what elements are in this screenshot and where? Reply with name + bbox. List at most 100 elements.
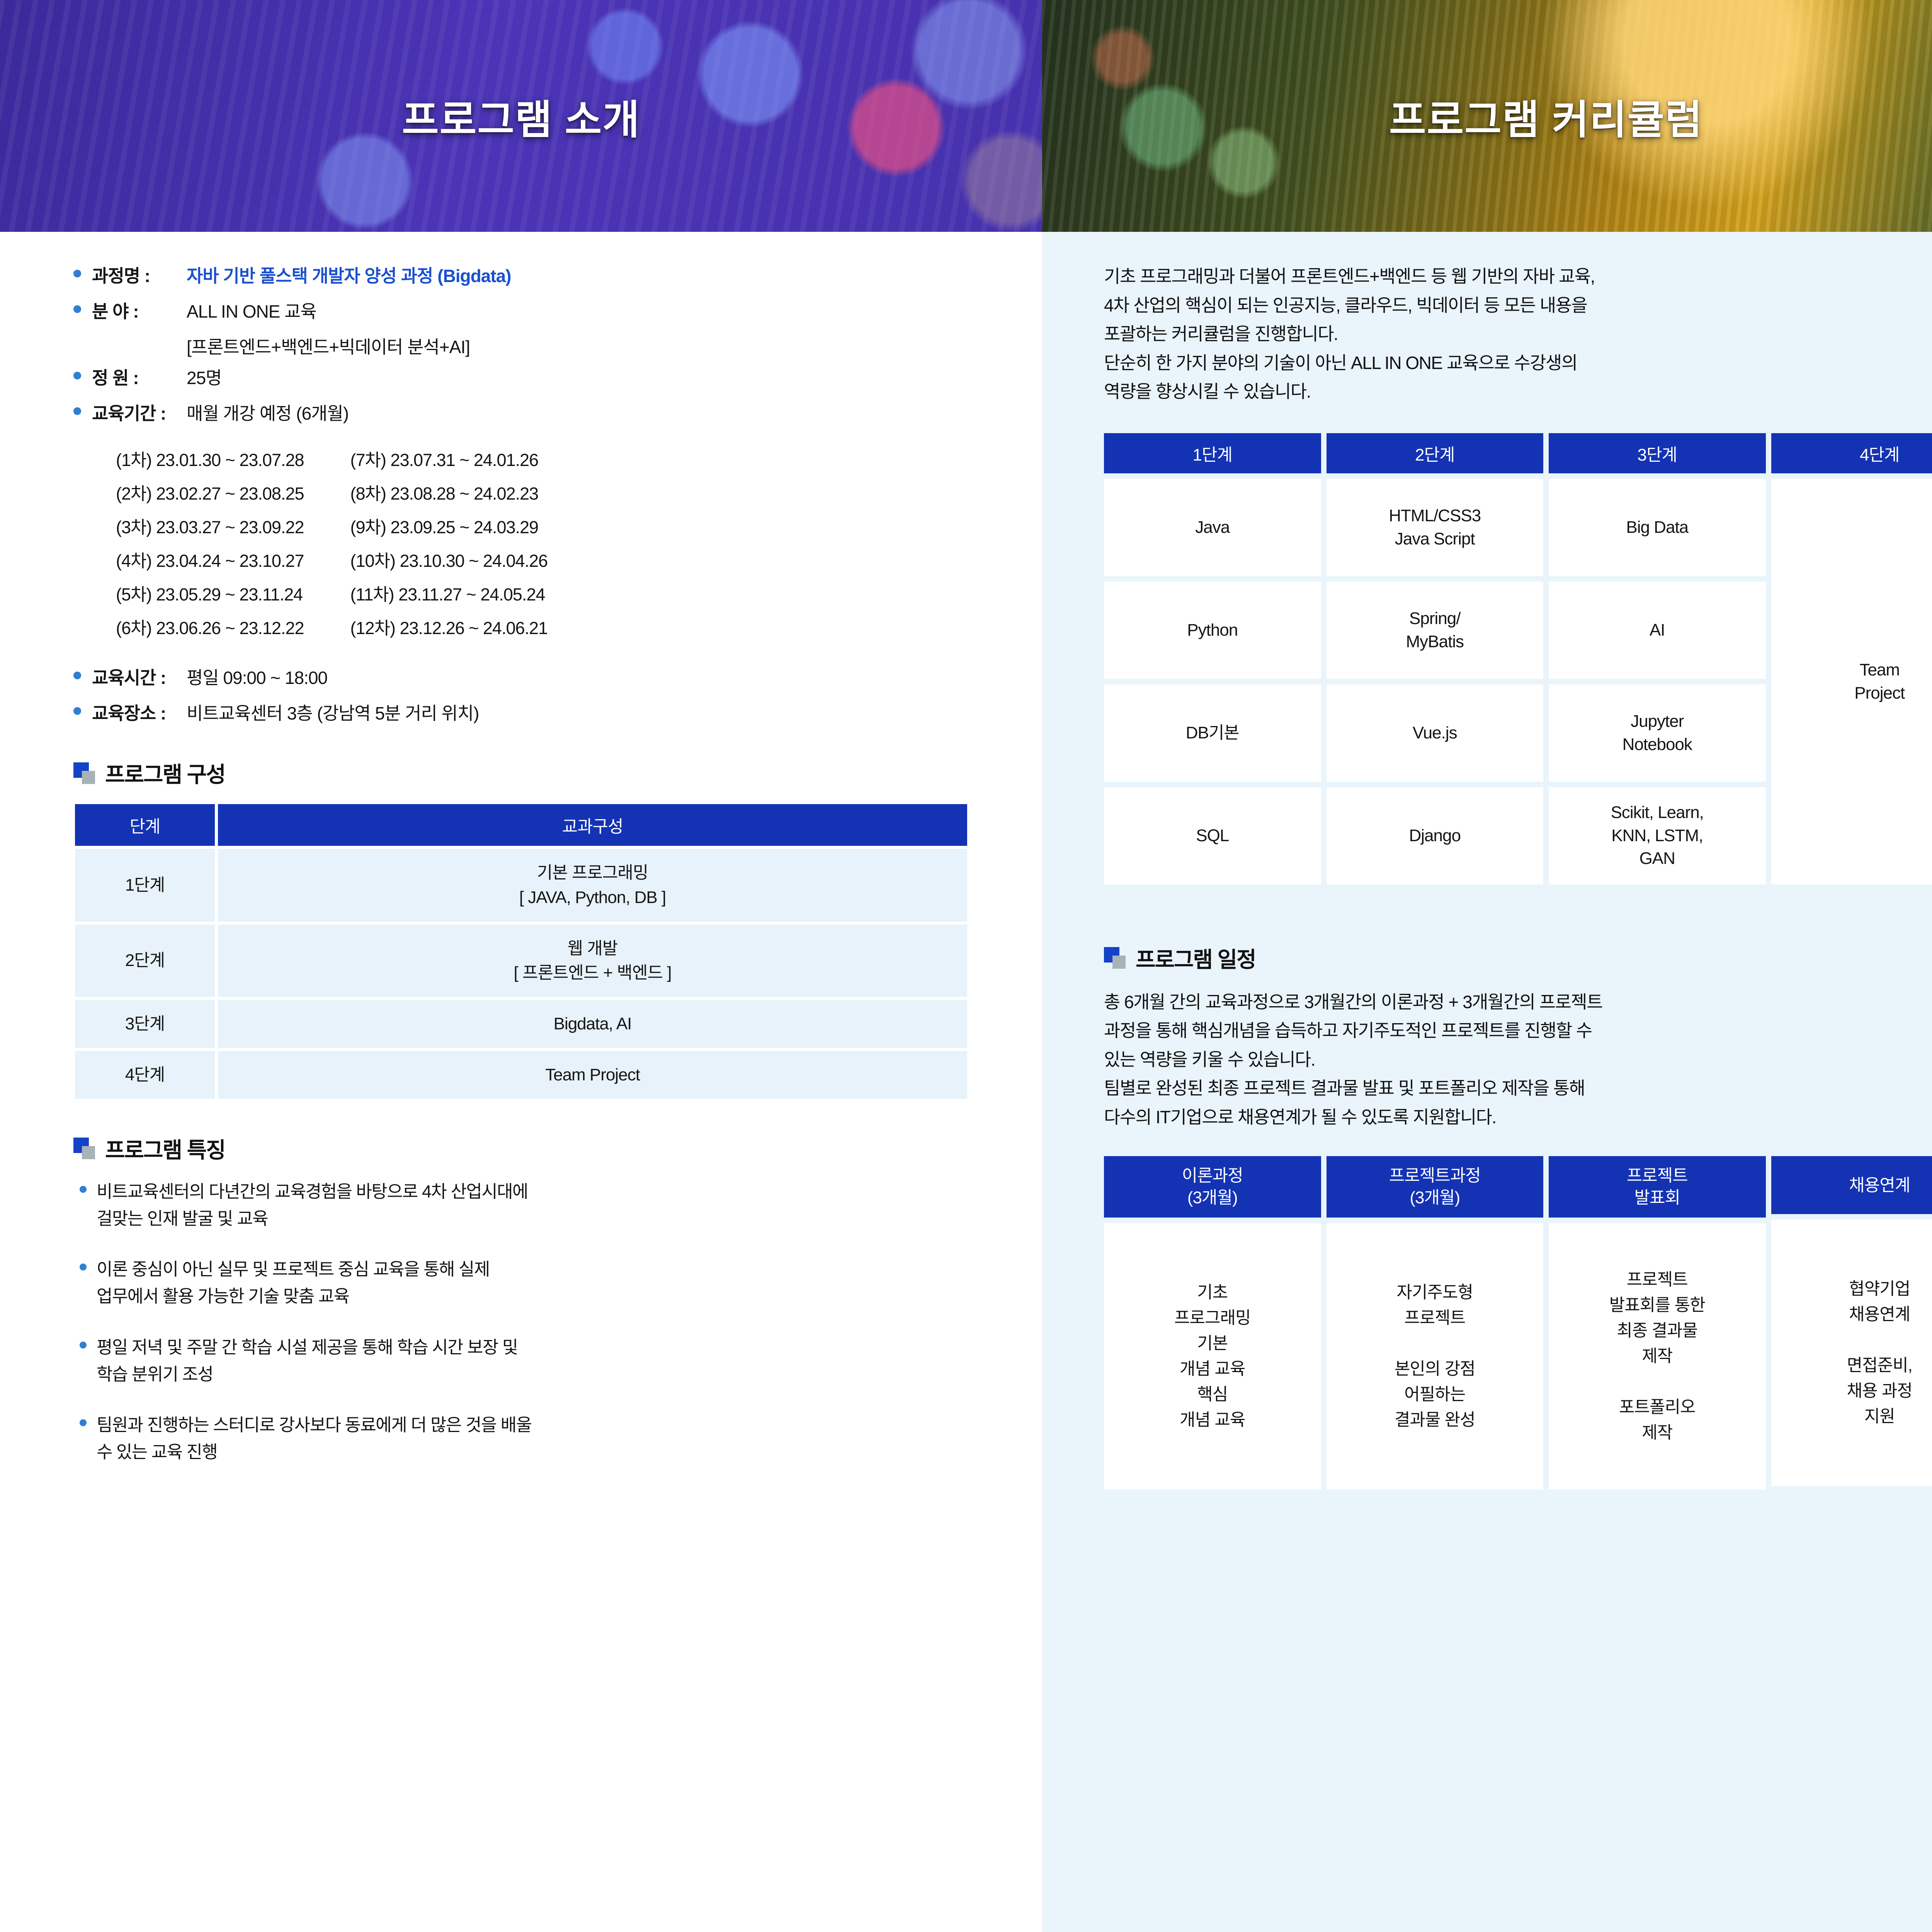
list-item: 팀원과 진행하는 스터디로 강사보다 동료에게 더 많은 것을 배울 수 있는 … — [73, 1412, 969, 1466]
cell-subject: Django — [1326, 787, 1543, 884]
term-item: (1차) 23.01.30 ~ 23.07.28 — [116, 450, 304, 470]
bullet-dot-icon — [73, 305, 81, 313]
banner-title-left: 프로그램 소개 — [402, 97, 640, 143]
spec-label: 교육기간 : — [92, 403, 166, 423]
section-title: 프로그램 구성 — [105, 762, 226, 787]
feature-text: 이론 중심이 아닌 실무 및 프로젝트 중심 교육을 통해 실제 업무에서 활용… — [97, 1259, 490, 1306]
cell-subject: SQL — [1104, 787, 1321, 884]
cell-stage: 1단계 — [73, 847, 216, 923]
column-header-content: 교과구성 — [216, 803, 969, 847]
spec-value-duration: 매월 개강 예정 (6개월) — [187, 403, 349, 423]
term-item: (9차) 23.09.25 ~ 24.03.29 — [350, 517, 539, 537]
feature-text: 비트교육센터의 다년간의 교육경험을 바탕으로 4차 산업시대에 걸맞는 인재 … — [97, 1181, 528, 1228]
column-program-intro: 프로그램 소개 과정명 : 자바 기반 풀스택 개발자 양성 과정 (Bigda… — [0, 0, 1042, 1466]
table-header-row: 단계 교과구성 — [73, 803, 969, 847]
cell-content: Bigdata, AI — [216, 998, 969, 1049]
table-curriculum: 1단계 Java Python DB기본 SQL 2단계 HTML/CSS3 J… — [1104, 433, 1932, 884]
spec-label: 분 야 : — [92, 301, 139, 321]
section-heading-features: 프로그램 특징 — [73, 1133, 969, 1164]
term-item: (11차) 23.11.27 ~ 24.05.24 — [350, 585, 546, 604]
cell-subject: DB기본 — [1104, 684, 1321, 782]
term-item: (2차) 23.02.27 ~ 23.08.25 — [116, 484, 304, 503]
square-marker-icon — [73, 762, 95, 784]
cell-stage: 3단계 — [73, 998, 216, 1049]
spec-row: 정 원 : 25명 — [73, 364, 969, 389]
spec-value-field-detail: [프론트엔드+백엔드+빅데이터 분석+AI] — [187, 337, 470, 357]
cell-theory-content: 기초 프로그래밍 기본 개념 교육 핵심 개념 교육 — [1104, 1223, 1321, 1490]
bullet-dot-icon — [73, 672, 81, 679]
schedule-column: 채용연계 협약기업 채용연계 면접준비, 채용 과정 지원 — [1771, 1156, 1932, 1489]
feature-text: 팀원과 진행하는 스터디로 강사보다 동료에게 더 많은 것을 배울 수 있는 … — [97, 1415, 532, 1462]
bullet-dot-icon — [73, 270, 81, 277]
cell-subject: Big Data — [1549, 478, 1766, 576]
spec-label: 교육장소 : — [92, 703, 166, 723]
section-heading-schedule: 프로그램 일정 — [1104, 942, 1932, 974]
spec-row: 과정명 : 자바 기반 풀스택 개발자 양성 과정 (Bigdata) — [73, 262, 969, 287]
column-header-presentation: 프로젝트 발표회 — [1549, 1156, 1766, 1218]
spec-row: 교육장소 : 비트교육센터 3층 (강남역 5분 거리 위치) — [73, 699, 969, 725]
table-row: 1단계 기본 프로그래밍 [ JAVA, Python, DB ] — [73, 847, 969, 923]
bullet-dot-icon — [80, 1341, 87, 1349]
term-item: (10차) 23.10.30 ~ 24.04.26 — [350, 551, 548, 571]
section-title: 프로그램 일정 — [1136, 947, 1257, 972]
banner-curriculum: 프로그램 커리큘럼 — [1042, 0, 1932, 232]
column-curriculum: 프로그램 커리큘럼 기초 프로그래밍과 더불어 프론트엔드+백엔드 등 웹 기반… — [1042, 0, 1932, 1932]
spec-value-capacity: 25명 — [187, 368, 222, 388]
term-item: (12차) 23.12.26 ~ 24.06.21 — [350, 618, 548, 638]
term-item: (5차) 23.05.29 ~ 23.11.24 — [116, 585, 303, 604]
cell-subject: Jupyter Notebook — [1549, 684, 1766, 782]
term-column-1: (1차) 23.01.30 ~ 23.07.28 (2차) 23.02.27 ~… — [116, 446, 304, 639]
cell-subject-team-project: Team Project — [1771, 478, 1932, 884]
section-title: 프로그램 특징 — [105, 1138, 226, 1162]
cell-subject: AI — [1549, 581, 1766, 679]
column-header-placement: 채용연계 — [1771, 1156, 1932, 1214]
cell-subject: Spring/ MyBatis — [1326, 581, 1543, 679]
feature-text: 평일 저녁 및 주말 간 학습 시설 제공을 통해 학습 시간 보장 및 학습 … — [97, 1337, 518, 1384]
list-item: 이론 중심이 아닌 실무 및 프로젝트 중심 교육을 통해 실제 업무에서 활용… — [73, 1256, 969, 1310]
bullet-dot-icon — [73, 407, 81, 415]
cell-subject: Java — [1104, 478, 1321, 576]
table-program-composition: 단계 교과구성 1단계 기본 프로그래밍 [ JAVA, Python, DB … — [73, 803, 969, 1100]
column-header-project: 프로젝트과정 (3개월) — [1326, 1156, 1543, 1218]
spec-value-field: ALL IN ONE 교육 — [187, 301, 317, 321]
cell-placement-content: 협약기업 채용연계 면접준비, 채용 과정 지원 — [1771, 1219, 1932, 1486]
cell-project-content: 자기주도형 프로젝트 본인의 강점 어필하는 결과물 완성 — [1326, 1223, 1543, 1490]
curriculum-column-1: 1단계 Java Python DB기본 SQL — [1104, 433, 1321, 884]
spec-value-course-name: 자바 기반 풀스택 개발자 양성 과정 (Bigdata) — [187, 266, 511, 286]
curriculum-column-2: 2단계 HTML/CSS3 Java Script Spring/ MyBati… — [1326, 433, 1543, 884]
cell-subject: Python — [1104, 581, 1321, 679]
column-header-stage2: 2단계 — [1326, 433, 1543, 473]
spec-list-2: 교육시간 : 평일 09:00 ~ 18:00 교육장소 : 비트교육센터 3층… — [73, 664, 969, 725]
column-header-theory: 이론과정 (3개월) — [1104, 1156, 1321, 1218]
spec-list: 과정명 : 자바 기반 풀스택 개발자 양성 과정 (Bigdata) 분 야 … — [73, 262, 969, 425]
bullet-dot-icon — [80, 1419, 87, 1427]
list-item: 평일 저녁 및 주말 간 학습 시설 제공을 통해 학습 시간 보장 및 학습 … — [73, 1334, 969, 1388]
cell-subject: Vue.js — [1326, 684, 1543, 782]
cell-stage: 4단계 — [73, 1049, 216, 1100]
term-item: (6차) 23.06.26 ~ 23.12.22 — [116, 618, 304, 638]
feature-list: 비트교육센터의 다년간의 교육경험을 바탕으로 4차 산업시대에 걸맞는 인재 … — [73, 1178, 969, 1466]
cell-content: 기본 프로그래밍 [ JAVA, Python, DB ] — [216, 847, 969, 923]
curriculum-intro-text: 기초 프로그래밍과 더불어 프론트엔드+백엔드 등 웹 기반의 자바 교육, 4… — [1104, 266, 1595, 402]
bullet-dot-icon — [80, 1264, 87, 1271]
curriculum-column-4: 4단계 Team Project — [1771, 433, 1932, 884]
table-schedule: 이론과정 (3개월) 기초 프로그래밍 기본 개념 교육 핵심 개념 교육 프로… — [1104, 1156, 1932, 1490]
spec-row: 교육기간 : 매월 개강 예정 (6개월) — [73, 400, 969, 425]
cell-subject: HTML/CSS3 Java Script — [1326, 478, 1543, 576]
spec-row: 분 야 : ALL IN ONE 교육 — [73, 298, 969, 323]
schedule-column: 프로젝트 발표회 프로젝트 발표회를 통한 최종 결과물 제작 포트폴리오 제작 — [1549, 1156, 1766, 1490]
banner-title-mid: 프로그램 커리큘럼 — [1389, 97, 1703, 143]
schedule-column: 프로젝트과정 (3개월) 자기주도형 프로젝트 본인의 강점 어필하는 결과물 … — [1326, 1156, 1543, 1490]
term-item: (7차) 23.07.31 ~ 24.01.26 — [350, 450, 539, 470]
curriculum-column-3: 3단계 Big Data AI Jupyter Notebook Scikit,… — [1549, 433, 1766, 884]
cell-content: Team Project — [216, 1049, 969, 1100]
cell-content: 웹 개발 [ 프론트엔드 + 백엔드 ] — [216, 923, 969, 999]
column-header-stage: 단계 — [73, 803, 216, 847]
schedule-intro-text: 총 6개월 간의 교육과정으로 3개월간의 이론과정 + 3개월간의 프로젝트 … — [1104, 992, 1603, 1127]
spec-row: 교육시간 : 평일 09:00 ~ 18:00 — [73, 664, 969, 689]
term-item: (4차) 23.04.24 ~ 23.10.27 — [116, 551, 304, 571]
bullet-dot-icon — [80, 1185, 87, 1193]
spec-label: 과정명 : — [92, 266, 150, 286]
list-item: 비트교육센터의 다년간의 교육경험을 바탕으로 4차 산업시대에 걸맞는 인재 … — [73, 1178, 969, 1232]
